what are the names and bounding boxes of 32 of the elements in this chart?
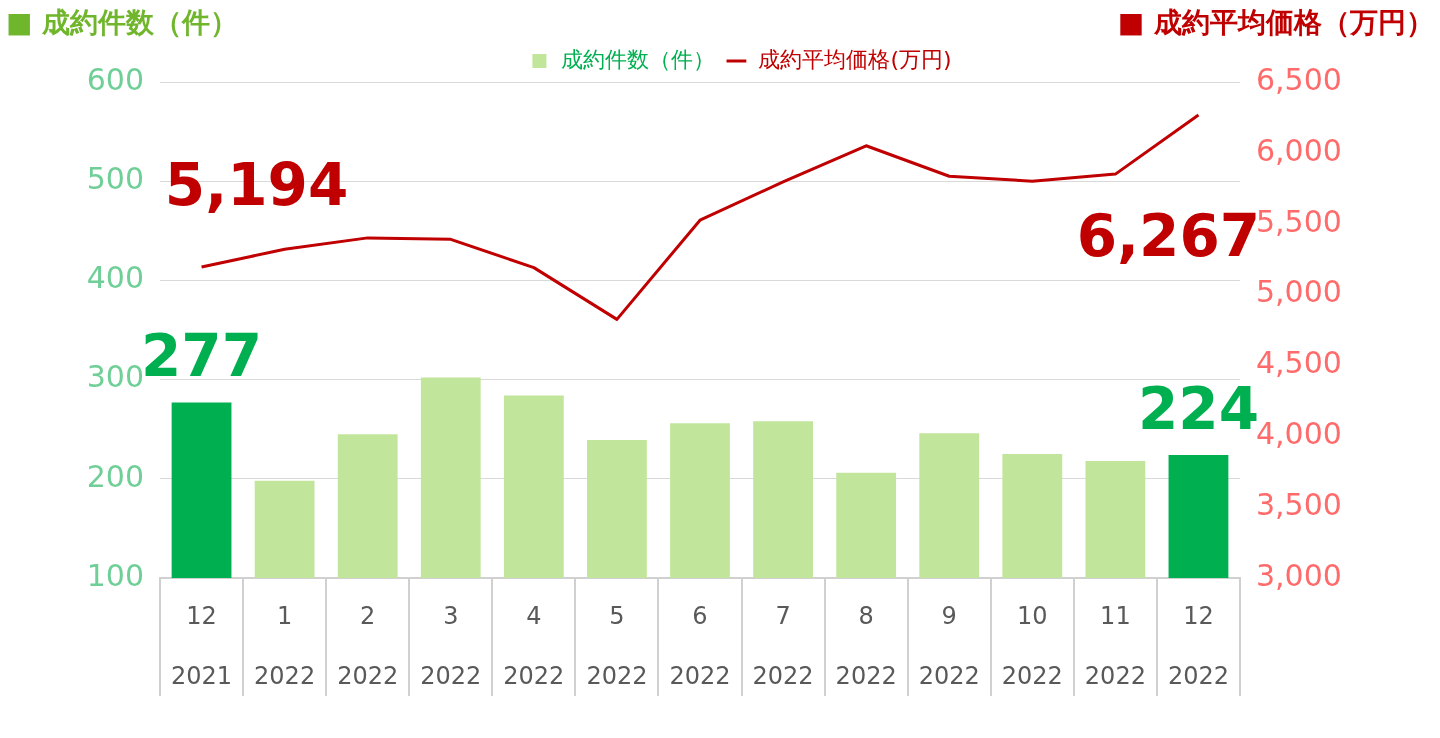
legend-label: 成約平均価格(万円) xyxy=(758,46,952,72)
y-tick-label: 200 xyxy=(86,458,144,494)
category-label: 9 2022 xyxy=(918,602,980,691)
y-axis-title: ■ 成約件数（件） xyxy=(6,5,239,41)
category-label: 5 2022 xyxy=(586,602,648,691)
category-label: 8 2022 xyxy=(835,602,897,691)
legend-label: 成約件数（件） xyxy=(561,46,716,72)
category-label: 6 2022 xyxy=(669,602,731,691)
category-label: 4 2022 xyxy=(503,602,565,691)
category-label: 11 2022 xyxy=(1084,602,1146,691)
y-tick-label: 100 xyxy=(86,557,144,593)
category-label: 7 2022 xyxy=(752,602,814,691)
y-tick-label: 400 xyxy=(86,260,144,296)
category-label: 3 2022 xyxy=(420,602,482,691)
data-label: 5,194 xyxy=(164,151,349,220)
y2-tick-label: 5,000 xyxy=(1256,274,1342,310)
y2-tick-label: 4,500 xyxy=(1256,345,1342,381)
data-label: 277 xyxy=(141,322,263,391)
category-label: 1 2022 xyxy=(254,602,316,691)
y2-tick-label: 3,000 xyxy=(1256,557,1342,593)
y-tick-label: 300 xyxy=(86,359,144,395)
category-label: 2 2022 xyxy=(337,602,399,691)
y2-tick-label: 6,500 xyxy=(1256,61,1342,97)
y2-axis-title: ■ 成約平均価格（万円） xyxy=(1117,5,1434,41)
category-label: 12 2021 xyxy=(171,602,233,691)
category-label: 12 2022 xyxy=(1167,602,1229,691)
category-label: 10 2022 xyxy=(1001,602,1063,691)
y2-tick-label: 4,000 xyxy=(1256,416,1342,452)
y2-tick-label: 3,500 xyxy=(1256,486,1342,522)
y-tick-label: 500 xyxy=(86,161,144,196)
y-tick-label: 600 xyxy=(86,61,144,97)
y2-tick-label: 6,000 xyxy=(1256,132,1342,168)
